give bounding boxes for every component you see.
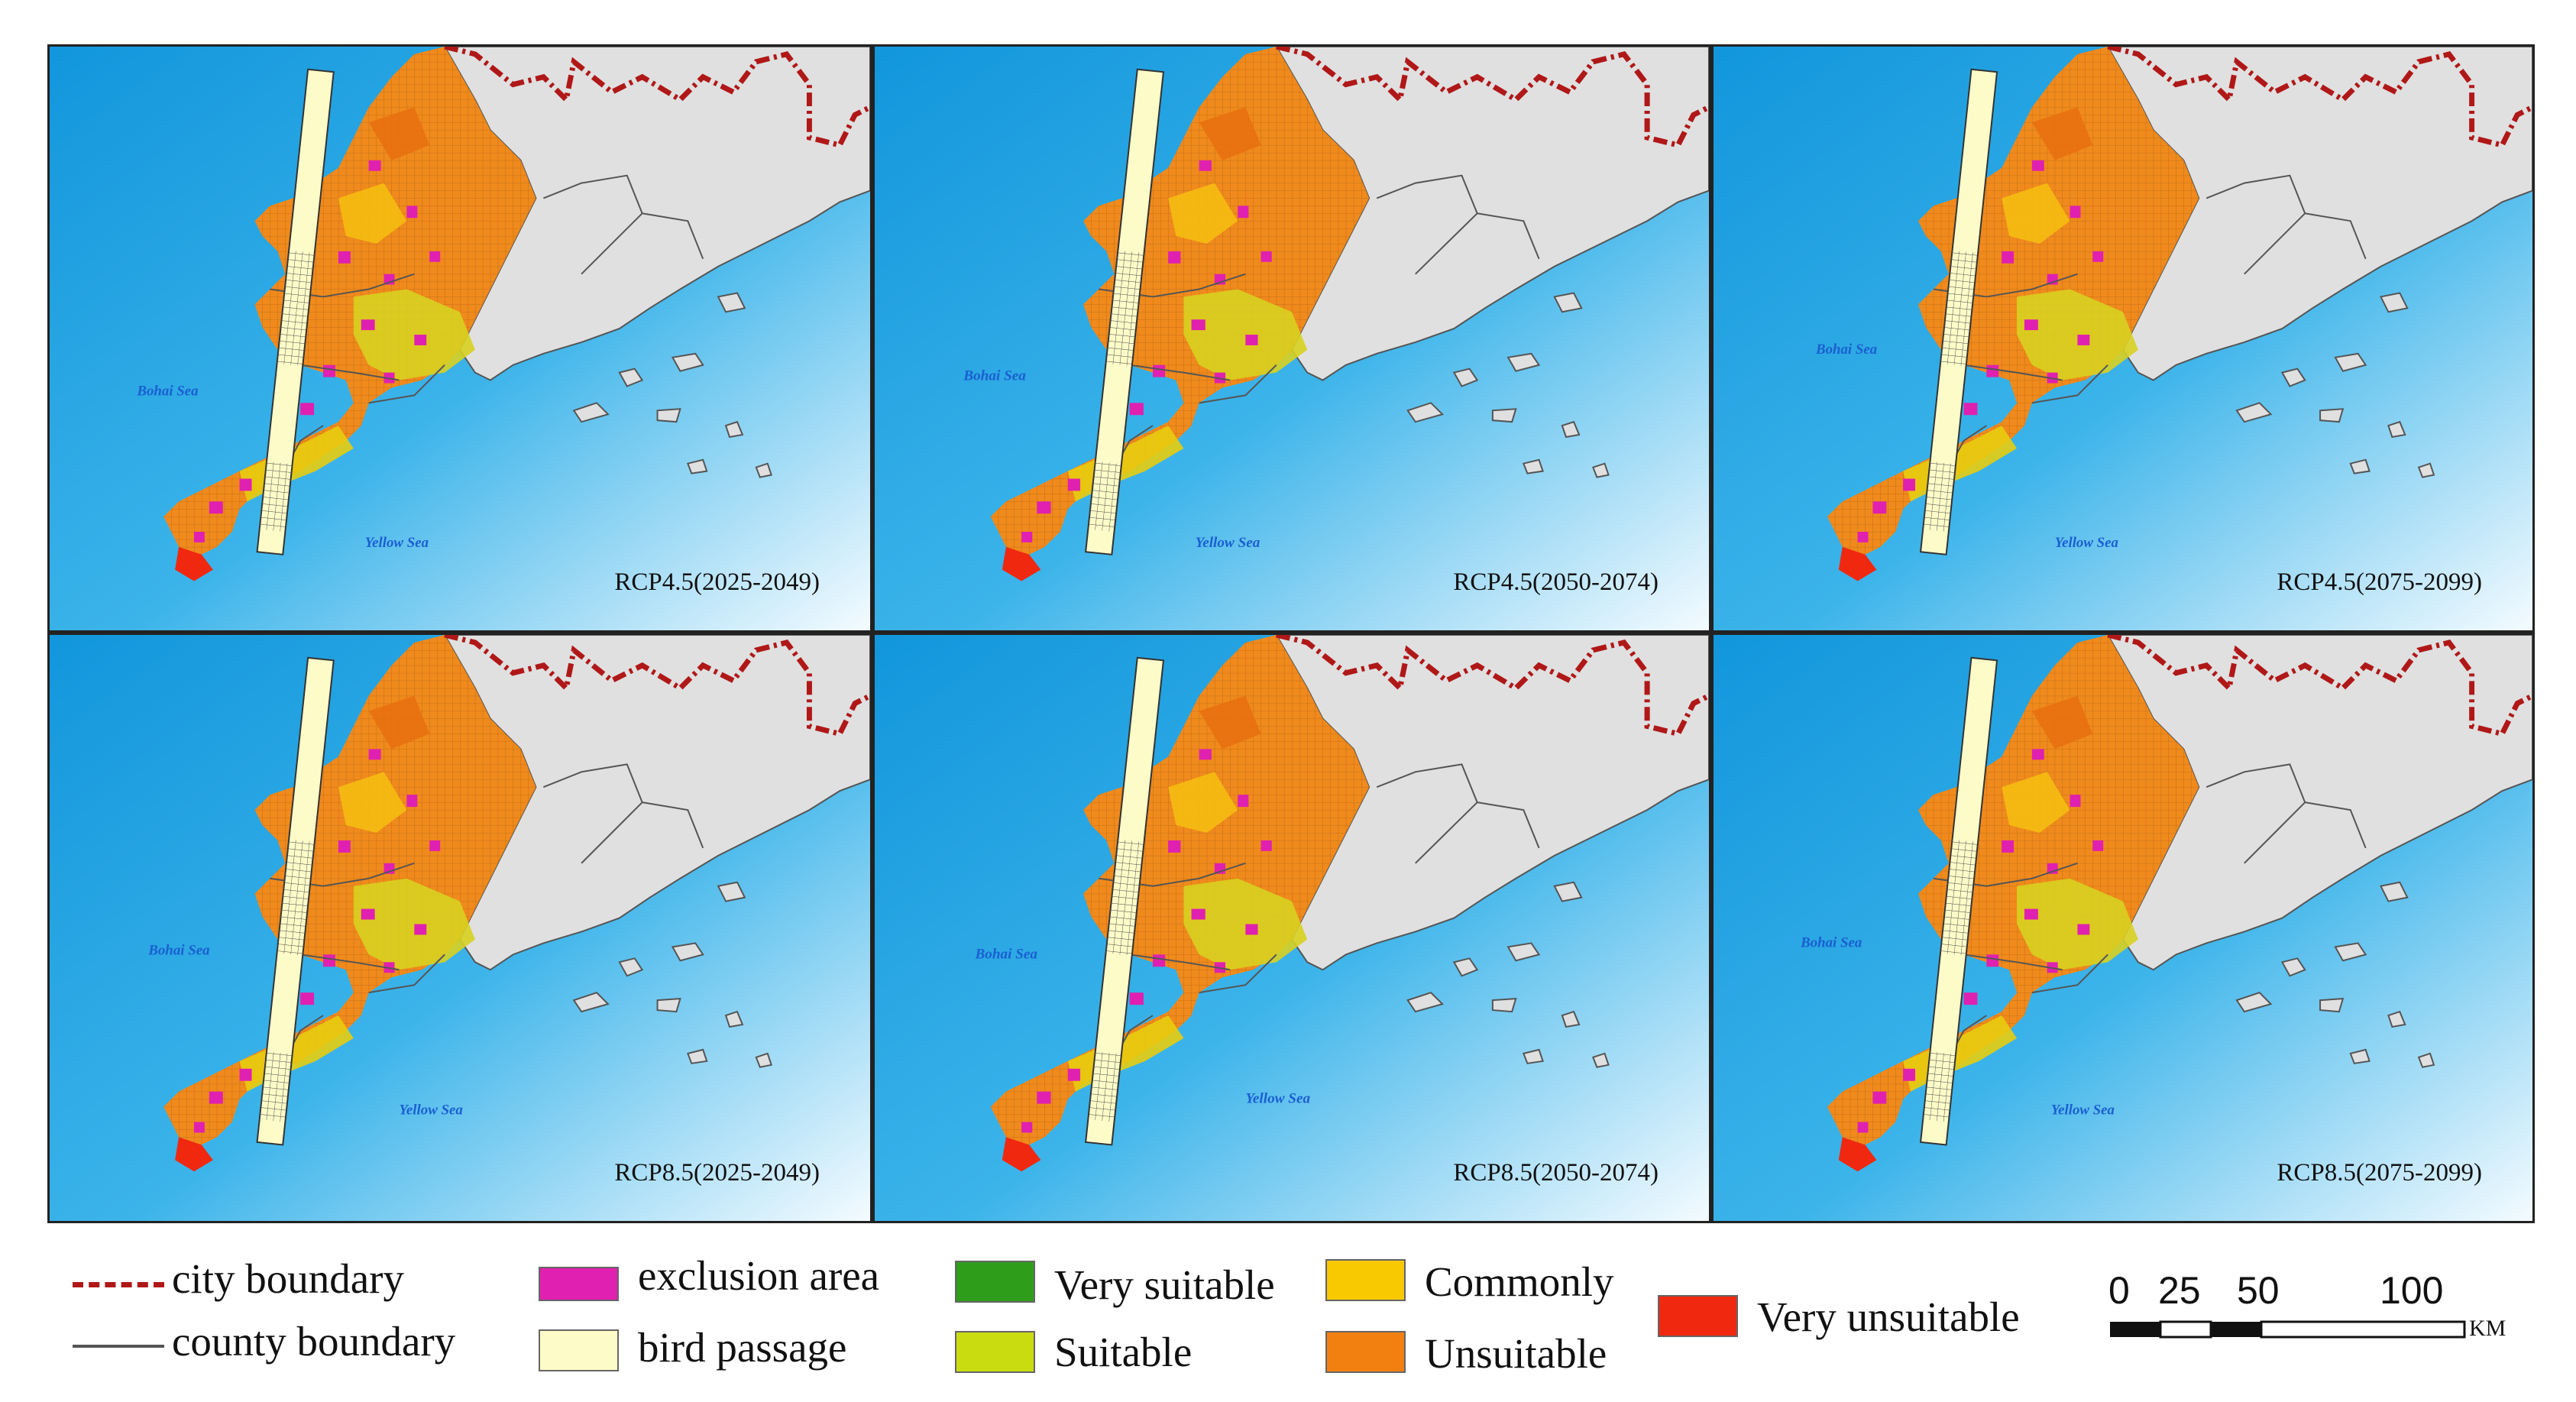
bohai-sea-label: Bohai Sea — [963, 368, 1026, 384]
scale-tick-50: 50 — [2237, 1269, 2280, 1312]
unsuitable-label: Unsuitable — [1425, 1330, 1607, 1377]
bohai-sea-label: Bohai Sea — [974, 946, 1037, 962]
city-boundary-label: city boundary — [172, 1255, 404, 1302]
unsuitable-swatch — [1325, 1331, 1406, 1373]
scale-bar-graphic — [2110, 1320, 2466, 1339]
yellow-sea-label: Yellow Sea — [365, 535, 429, 551]
very-suitable-label: Very suitable — [1054, 1261, 1275, 1308]
very-unsuitable-label: Very unsuitable — [1757, 1294, 2020, 1340]
map-graphic: Bohai Sea Yellow Sea — [50, 635, 870, 1221]
map-panel-rcp85-2050: Bohai Sea Yellow Sea RCP8.5(2050-2074) — [872, 633, 1711, 1223]
commonly-label: Commonly — [1425, 1258, 1614, 1305]
exclusion-area-swatch — [539, 1267, 619, 1301]
map-panel-rcp45-2050: Bohai Sea Yellow Sea RCP4.5(2050-2074) — [872, 44, 1711, 633]
scale-tick-25: 25 — [2158, 1269, 2201, 1312]
city-boundary-swatch — [73, 1282, 164, 1287]
panel-title: RCP4.5(2075-2099) — [2277, 568, 2482, 596]
yellow-sea-label: Yellow Sea — [1245, 1091, 1310, 1107]
very-unsuitable-swatch — [1658, 1295, 1738, 1337]
very-suitable-swatch — [955, 1261, 1035, 1303]
bohai-sea-label: Bohai Sea — [1815, 342, 1877, 358]
suitable-swatch — [955, 1331, 1035, 1373]
yellow-sea-label: Yellow Sea — [2051, 1102, 2115, 1119]
map-graphic: Bohai Sea Yellow Sea — [875, 47, 1709, 630]
panel-title: RCP8.5(2050-2074) — [1453, 1159, 1659, 1187]
suitable-label: Suitable — [1054, 1329, 1193, 1375]
bohai-sea-label: Bohai Sea — [136, 383, 198, 399]
map-graphic: Bohai Sea Yellow Sea — [50, 47, 870, 630]
map-panel-rcp85-2075: Bohai Sea Yellow Sea RCP8.5(2075-2099) — [1711, 633, 2535, 1223]
exclusion-area-label: exclusion area — [638, 1252, 880, 1299]
map-graphic: Bohai Sea Yellow Sea — [1714, 47, 2532, 630]
county-boundary-swatch — [73, 1345, 164, 1348]
bird-passage-swatch — [539, 1329, 619, 1371]
scale-unit: KM — [2469, 1316, 2506, 1341]
map-graphic: Bohai Sea Yellow Sea — [875, 635, 1709, 1221]
scale-tick-100: 100 — [2380, 1269, 2444, 1312]
map-panel-rcp45-2075: Bohai Sea Yellow Sea RCP4.5(2075-2099) — [1711, 44, 2535, 633]
map-panel-rcp85-2025: Bohai Sea Yellow Sea RCP8.5(2025-2049) — [47, 633, 872, 1223]
panel-title: RCP8.5(2075-2099) — [2277, 1159, 2482, 1187]
yellow-sea-label: Yellow Sea — [2055, 535, 2118, 551]
county-boundary-label: county boundary — [172, 1318, 456, 1365]
bird-passage-label: bird passage — [638, 1324, 847, 1371]
bohai-sea-label: Bohai Sea — [1800, 934, 1862, 950]
panel-title: RCP8.5(2025-2049) — [614, 1159, 820, 1187]
commonly-swatch — [1325, 1259, 1406, 1301]
bohai-sea-label: Bohai Sea — [147, 942, 209, 958]
panel-title: RCP4.5(2025-2049) — [614, 568, 820, 596]
map-graphic: Bohai Sea Yellow Sea — [1714, 635, 2532, 1221]
map-panel-rcp45-2025: Bohai Sea Yellow Sea RCP4.5(2025-2049) — [47, 44, 872, 633]
yellow-sea-label: Yellow Sea — [1196, 535, 1260, 551]
yellow-sea-label: Yellow Sea — [399, 1102, 462, 1119]
scale-bar: 0 25 50 100 KM — [2108, 1268, 2506, 1360]
panel-title: RCP4.5(2050-2074) — [1453, 568, 1659, 596]
map-legend: city boundary county boundary exclusion … — [0, 1238, 2576, 1402]
scale-tick-0: 0 — [2108, 1269, 2130, 1312]
